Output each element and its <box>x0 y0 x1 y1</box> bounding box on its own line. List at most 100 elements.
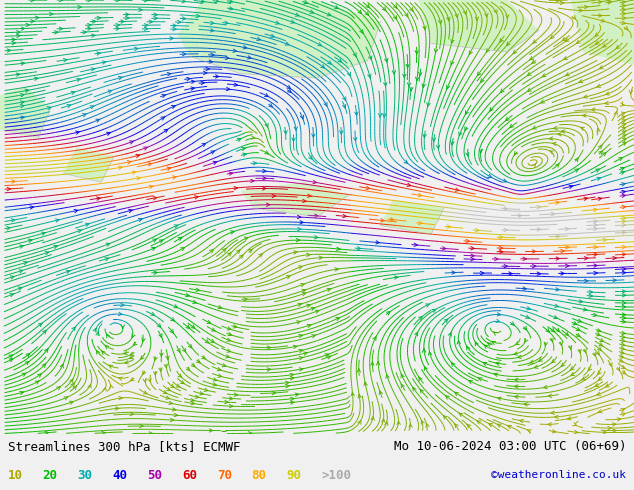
FancyArrowPatch shape <box>21 62 25 65</box>
FancyArrowPatch shape <box>555 415 559 418</box>
FancyArrowPatch shape <box>55 219 59 222</box>
FancyArrowPatch shape <box>451 39 454 43</box>
FancyArrowPatch shape <box>195 196 198 199</box>
FancyArrowPatch shape <box>20 101 24 104</box>
FancyArrowPatch shape <box>623 301 626 305</box>
FancyArrowPatch shape <box>404 13 408 17</box>
FancyArrowPatch shape <box>218 306 222 309</box>
FancyArrowPatch shape <box>607 1 611 4</box>
FancyArrowPatch shape <box>424 367 427 370</box>
FancyArrowPatch shape <box>548 423 552 426</box>
FancyArrowPatch shape <box>533 40 536 43</box>
FancyArrowPatch shape <box>170 329 174 333</box>
FancyArrowPatch shape <box>148 378 151 382</box>
FancyArrowPatch shape <box>394 16 397 20</box>
FancyArrowPatch shape <box>74 209 78 213</box>
FancyArrowPatch shape <box>392 71 396 74</box>
FancyArrowPatch shape <box>546 328 549 332</box>
FancyArrowPatch shape <box>9 359 13 362</box>
FancyArrowPatch shape <box>216 75 219 78</box>
FancyArrowPatch shape <box>597 84 600 87</box>
FancyArrowPatch shape <box>556 328 560 332</box>
FancyArrowPatch shape <box>622 127 626 130</box>
FancyArrowPatch shape <box>272 392 276 395</box>
FancyArrowPatch shape <box>297 215 301 219</box>
FancyArrowPatch shape <box>313 180 316 184</box>
FancyArrowPatch shape <box>621 366 625 368</box>
FancyArrowPatch shape <box>22 27 25 30</box>
FancyArrowPatch shape <box>304 0 307 4</box>
FancyArrowPatch shape <box>325 354 328 357</box>
FancyArrowPatch shape <box>59 27 63 30</box>
FancyArrowPatch shape <box>186 325 190 328</box>
FancyArrowPatch shape <box>119 76 122 80</box>
FancyArrowPatch shape <box>143 391 147 394</box>
FancyArrowPatch shape <box>467 424 470 428</box>
FancyArrowPatch shape <box>119 377 122 380</box>
FancyArrowPatch shape <box>6 226 10 230</box>
FancyArrowPatch shape <box>224 21 228 24</box>
FancyArrowPatch shape <box>451 363 455 367</box>
FancyArrowPatch shape <box>297 227 301 231</box>
FancyArrowPatch shape <box>120 303 124 307</box>
FancyArrowPatch shape <box>614 111 618 115</box>
FancyArrowPatch shape <box>629 90 633 94</box>
FancyArrowPatch shape <box>102 61 106 64</box>
FancyArrowPatch shape <box>302 289 306 293</box>
FancyArrowPatch shape <box>576 40 580 44</box>
FancyArrowPatch shape <box>515 385 518 388</box>
FancyArrowPatch shape <box>533 265 536 268</box>
FancyArrowPatch shape <box>621 343 625 346</box>
FancyArrowPatch shape <box>78 5 81 9</box>
FancyArrowPatch shape <box>622 231 626 234</box>
FancyArrowPatch shape <box>622 217 626 220</box>
FancyArrowPatch shape <box>294 251 297 254</box>
FancyArrowPatch shape <box>594 223 597 227</box>
FancyArrowPatch shape <box>533 250 536 253</box>
Text: >100: >100 <box>321 469 351 482</box>
FancyArrowPatch shape <box>115 407 119 410</box>
FancyArrowPatch shape <box>595 33 598 36</box>
FancyArrowPatch shape <box>226 355 230 358</box>
FancyArrowPatch shape <box>67 104 71 108</box>
FancyArrowPatch shape <box>506 117 509 121</box>
FancyArrowPatch shape <box>561 249 564 253</box>
FancyArrowPatch shape <box>621 116 625 119</box>
FancyArrowPatch shape <box>296 239 300 242</box>
FancyArrowPatch shape <box>93 20 96 23</box>
FancyArrowPatch shape <box>136 154 139 158</box>
FancyArrowPatch shape <box>183 52 186 56</box>
FancyArrowPatch shape <box>622 320 626 323</box>
FancyArrowPatch shape <box>310 10 313 13</box>
FancyArrowPatch shape <box>518 214 522 217</box>
FancyArrowPatch shape <box>354 137 357 141</box>
FancyArrowPatch shape <box>506 15 509 18</box>
FancyArrowPatch shape <box>149 432 153 435</box>
Polygon shape <box>418 0 539 52</box>
FancyArrowPatch shape <box>77 78 81 81</box>
FancyArrowPatch shape <box>500 89 504 93</box>
FancyArrowPatch shape <box>49 12 53 16</box>
FancyArrowPatch shape <box>602 152 606 156</box>
FancyArrowPatch shape <box>622 135 626 138</box>
FancyArrowPatch shape <box>493 332 497 335</box>
FancyArrowPatch shape <box>197 360 200 363</box>
FancyArrowPatch shape <box>159 368 162 371</box>
FancyArrowPatch shape <box>230 397 233 400</box>
FancyArrowPatch shape <box>299 357 303 360</box>
FancyArrowPatch shape <box>486 49 489 52</box>
FancyArrowPatch shape <box>42 364 46 368</box>
FancyArrowPatch shape <box>137 177 140 180</box>
FancyArrowPatch shape <box>338 59 342 62</box>
FancyArrowPatch shape <box>172 408 176 411</box>
FancyArrowPatch shape <box>622 220 626 223</box>
FancyArrowPatch shape <box>562 37 566 41</box>
FancyArrowPatch shape <box>527 88 531 91</box>
FancyArrowPatch shape <box>527 430 531 433</box>
FancyArrowPatch shape <box>476 17 479 21</box>
FancyArrowPatch shape <box>527 307 530 310</box>
FancyArrowPatch shape <box>186 367 190 370</box>
FancyArrowPatch shape <box>159 240 163 243</box>
FancyArrowPatch shape <box>230 404 233 408</box>
FancyArrowPatch shape <box>373 337 376 341</box>
